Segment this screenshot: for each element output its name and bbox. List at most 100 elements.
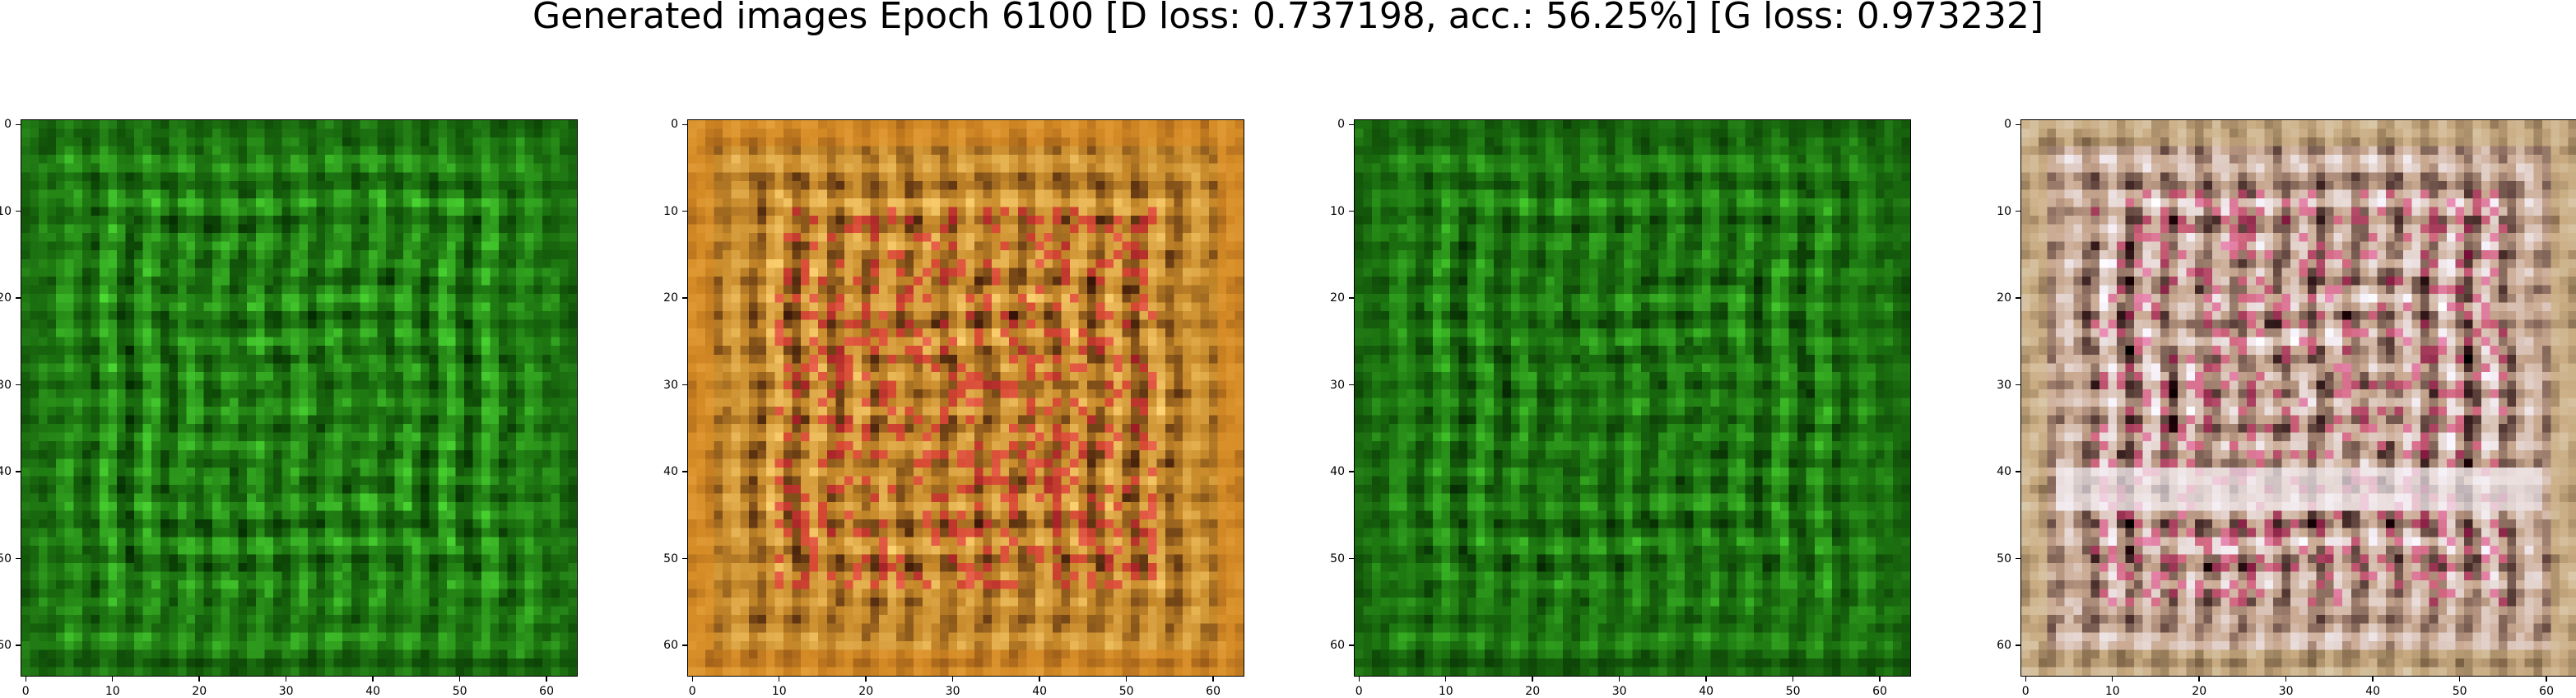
y-tick-label: 10 [0,204,12,218]
y-tick-label: 20 [1997,291,2011,305]
x-tick-mark [546,676,547,682]
y-tick-mark [2016,384,2021,386]
y-tick-mark [682,123,688,126]
x-tick-label: 40 [2365,685,2381,698]
x-tick-label: 60 [2539,685,2554,698]
x-tick-label: 30 [1611,685,1627,698]
x-tick-mark [865,676,867,682]
y-tick-label: 10 [663,204,678,218]
x-tick-label: 0 [688,685,696,698]
x-tick-mark [1792,676,1794,682]
y-tick-label: 50 [1997,551,2011,565]
y-tick-label: 40 [0,465,12,479]
x-tick-label: 10 [2104,685,2120,698]
x-tick-label: 20 [858,685,874,698]
y-tick-mark [2016,123,2021,126]
y-tick-label: 60 [1330,639,1345,653]
y-tick-mark [682,297,688,299]
y-tick-mark [682,557,688,560]
y-tick-mark [1349,471,1355,472]
generated-image-2 [688,120,1244,676]
y-tick-mark [682,210,688,212]
y-tick-label: 0 [2004,118,2011,132]
x-tick-mark [778,676,780,682]
y-tick-label: 50 [1330,551,1345,565]
y-tick-mark [682,644,688,646]
y-tick-label: 30 [0,378,12,392]
y-tick-mark [16,297,21,299]
y-tick-label: 30 [663,378,678,392]
x-tick-label: 20 [1525,685,1541,698]
y-tick-mark [16,471,21,472]
y-tick-label: 40 [1330,465,1345,479]
y-tick-label: 10 [1330,204,1345,218]
y-tick-label: 60 [663,639,678,653]
x-tick-label: 20 [2192,685,2207,698]
x-tick-label: 50 [452,685,467,698]
x-tick-label: 10 [771,685,787,698]
y-tick-mark [1349,123,1355,126]
x-tick-mark [372,676,374,682]
x-tick-label: 30 [2278,685,2294,698]
y-tick-label: 60 [1997,639,2011,653]
x-tick-mark [1618,676,1620,682]
y-tick-mark [1349,384,1355,386]
y-tick-mark [1349,210,1355,212]
x-tick-mark [1125,676,1128,682]
y-tick-label: 30 [1997,378,2011,392]
x-tick-mark [2198,676,2200,682]
y-tick-label: 40 [1997,465,2011,479]
y-tick-mark [1349,297,1355,299]
x-tick-mark [111,676,114,682]
y-tick-mark [16,210,21,212]
generated-image-4 [2021,120,2576,676]
x-tick-label: 10 [1438,685,1453,698]
y-tick-mark [1349,644,1355,646]
generated-image-3 [1355,120,1910,676]
x-tick-mark [2285,676,2287,682]
x-tick-label: 40 [1032,685,1048,698]
x-tick-mark [1705,676,1707,682]
y-tick-label: 0 [671,118,678,132]
x-tick-mark [1444,676,1447,682]
y-tick-mark [16,123,21,126]
x-tick-label: 60 [539,685,554,698]
y-tick-mark [682,471,688,472]
image-panel-3: 0 10 20 30 40 50 60 0 10 20 30 40 50 60 [1330,118,1911,698]
x-tick-mark [2111,676,2113,682]
y-tick-label: 50 [0,551,12,565]
y-tick-mark [682,384,688,386]
y-tick-label: 30 [1330,378,1345,392]
y-tick-label: 20 [1330,291,1345,305]
x-tick-label: 50 [1785,685,1801,698]
image-panel-2: 0 10 20 30 40 50 60 0 10 20 30 40 50 60 [663,118,1244,698]
x-tick-label: 30 [278,685,294,698]
x-tick-mark [1358,676,1360,682]
x-tick-label: 10 [105,685,120,698]
y-tick-mark [16,557,21,560]
x-tick-label: 50 [1118,685,1134,698]
y-tick-label: 10 [1997,204,2011,218]
x-tick-mark [2372,676,2374,682]
x-tick-mark [198,676,200,682]
y-tick-label: 60 [0,639,12,653]
x-tick-label: 0 [1355,685,1363,698]
x-tick-label: 60 [1206,685,1221,698]
x-tick-mark [2458,676,2461,682]
y-tick-mark [2016,297,2021,299]
x-tick-label: 50 [2452,685,2467,698]
y-tick-label: 20 [663,291,678,305]
image-panel-1: 0 10 20 30 40 50 60 0 10 20 30 40 50 60 [0,118,578,698]
y-tick-mark [2016,471,2021,472]
x-tick-label: 60 [1872,685,1887,698]
x-tick-mark [1532,676,1533,682]
x-tick-mark [691,676,694,682]
x-tick-mark [2546,676,2547,682]
y-tick-mark [2016,210,2021,212]
x-tick-mark [1039,676,1040,682]
y-tick-mark [2016,557,2021,560]
y-tick-label: 50 [663,551,678,565]
y-tick-label: 0 [4,118,12,132]
x-tick-mark [285,676,287,682]
x-tick-label: 20 [192,685,207,698]
